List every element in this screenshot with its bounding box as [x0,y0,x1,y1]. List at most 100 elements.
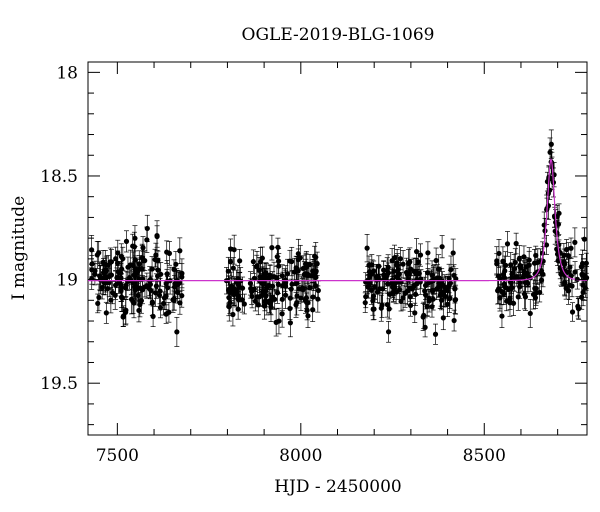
data-marker [500,258,506,264]
data-marker [164,279,170,285]
data-point [522,272,529,292]
data-marker [158,271,164,277]
data-marker [508,284,515,291]
data-marker [526,257,532,263]
data-marker [565,253,571,259]
data-point [288,278,294,300]
data-point [450,238,456,268]
data-point [445,291,451,318]
data-marker [144,283,150,289]
data-marker [538,277,545,283]
data-marker [581,273,587,279]
data-marker [153,283,159,289]
data-marker [452,286,458,292]
data-point [171,290,177,311]
data-marker [405,260,412,267]
data-point [149,290,156,316]
data-point [378,294,384,322]
data-marker [413,248,420,255]
data-point [305,303,311,328]
data-point [138,287,144,314]
data-point [263,263,269,293]
data-marker [293,265,299,271]
data-point [127,249,133,281]
data-point [500,246,506,276]
data-marker [404,271,410,278]
data-marker [288,286,294,292]
data-marker [256,294,263,300]
data-point [140,236,146,260]
data-point [496,239,502,268]
data-marker [494,258,500,264]
x-axis-label: HJD - 2450000 [274,477,402,497]
data-point [565,242,571,269]
data-marker [549,176,555,182]
x-tick-label: 8000 [279,446,322,466]
data-marker [402,290,408,297]
data-marker [274,275,280,281]
data-marker [266,298,272,304]
data-marker [450,250,456,256]
data-marker [226,286,232,292]
data-marker [304,307,310,313]
data-point [133,271,139,301]
data-marker [235,306,241,312]
data-point [421,301,427,330]
data-marker [275,281,281,288]
data-point [284,258,291,289]
data-point [241,293,247,315]
data-point [150,305,156,328]
data-marker [249,289,255,295]
data-point [113,246,119,271]
data-point [287,308,293,338]
data-marker [249,293,255,300]
data-marker [377,286,383,292]
data-marker [525,280,531,286]
data-point [250,249,256,274]
data-point [405,249,412,278]
data-marker [517,262,523,269]
data-point [132,246,138,274]
data-point [103,301,109,324]
data-marker [517,280,523,286]
data-point [266,289,272,314]
data-marker [561,281,568,287]
data-marker [315,296,321,302]
data-point [269,234,275,261]
data-point [572,227,578,258]
data-marker [496,250,502,257]
data-point [370,285,376,316]
data-marker [237,258,243,264]
data-marker [273,319,279,325]
data-marker [310,307,316,313]
data-point [177,237,183,264]
data-point [513,232,519,255]
data-point [398,291,404,312]
data-marker [131,300,137,306]
data-marker [501,275,507,281]
data-point [179,263,185,291]
data-marker [527,310,533,317]
data-point [310,259,316,283]
data-point [385,321,392,343]
data-marker [118,253,124,260]
data-marker [241,301,247,307]
data-point [581,227,587,251]
data-marker [568,245,574,251]
data-point [123,230,130,253]
data-marker [156,292,163,298]
data-marker [572,239,578,245]
data-marker [384,301,390,308]
data-point [417,243,424,267]
data-point [569,302,576,322]
data-marker [412,310,418,316]
data-marker [144,237,150,243]
data-point [174,316,180,347]
data-marker [291,269,298,275]
data-point [447,287,453,309]
data-marker [177,248,183,254]
data-marker [294,293,300,299]
data-marker [447,295,453,301]
data-point [402,283,408,304]
